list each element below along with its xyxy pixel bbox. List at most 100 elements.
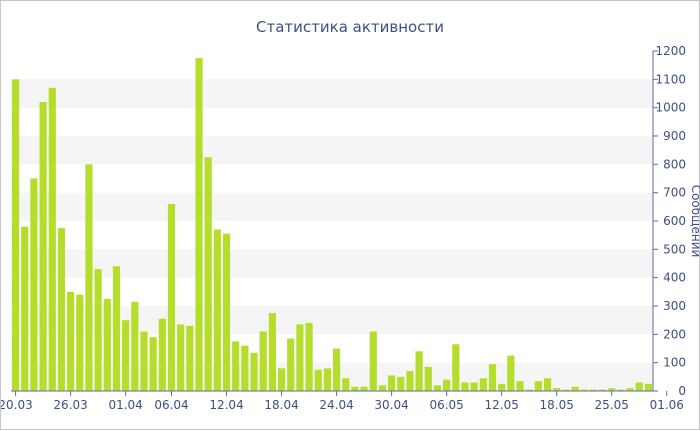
x-tick-label: 06.05 xyxy=(429,398,463,412)
bar xyxy=(103,298,111,391)
bar xyxy=(76,294,84,391)
bar xyxy=(259,331,267,391)
bar xyxy=(443,379,451,391)
bar xyxy=(186,325,194,391)
y-tick-label: 100 xyxy=(663,356,686,370)
bar xyxy=(296,324,304,391)
bar xyxy=(635,382,643,391)
x-tick-label: 01.06 xyxy=(650,398,684,412)
chart-title: Статистика активности xyxy=(256,18,444,36)
bar xyxy=(94,269,102,391)
x-tick-label: 20.03 xyxy=(1,398,33,412)
bar xyxy=(608,388,616,391)
bar xyxy=(406,371,414,391)
bar xyxy=(617,389,625,391)
y-tick-label: 1000 xyxy=(655,101,686,115)
y-tick-label: 600 xyxy=(663,214,686,228)
bar xyxy=(149,337,157,391)
y-tick-label: 300 xyxy=(663,299,686,313)
x-axis-ticks: 20.03 26.03 01.04 06.04 12.04 18.04 24.04 30.04… xyxy=(1,391,684,412)
x-tick-label: 18.04 xyxy=(264,398,298,412)
bar xyxy=(21,226,29,391)
bar xyxy=(131,301,139,391)
x-tick-label: 24.04 xyxy=(319,398,353,412)
bar xyxy=(204,157,212,391)
bar xyxy=(580,389,588,391)
x-tick-label: 12.04 xyxy=(209,398,243,412)
x-tick-label: 26.03 xyxy=(53,398,87,412)
bar xyxy=(277,368,286,391)
bar xyxy=(48,87,56,391)
bar xyxy=(112,266,121,391)
bar xyxy=(461,382,469,391)
x-tick-label: 18.05 xyxy=(540,398,574,412)
y-axis-ticks: 0 100 200 300 400 500 600 700 800 900 1000 1100 1200 xyxy=(653,44,686,398)
bar xyxy=(30,178,38,391)
bar xyxy=(397,376,405,391)
bar xyxy=(479,378,487,391)
bar xyxy=(323,368,331,391)
bar xyxy=(351,386,359,391)
bar xyxy=(287,338,295,391)
y-tick-label: 800 xyxy=(663,157,686,171)
bar xyxy=(360,386,368,391)
bar xyxy=(195,58,203,391)
y-tick-label: 700 xyxy=(663,186,686,200)
bar xyxy=(241,345,249,391)
y-tick-label: 900 xyxy=(663,129,686,143)
bar xyxy=(553,388,561,391)
bar xyxy=(342,378,350,391)
bar xyxy=(333,348,341,391)
bar xyxy=(222,233,231,391)
x-tick-label: 30.04 xyxy=(374,398,408,412)
bar xyxy=(140,331,148,391)
bar xyxy=(12,79,20,391)
y-tick-label: 500 xyxy=(663,242,686,256)
bar xyxy=(534,381,542,391)
y-tick-label: 400 xyxy=(663,271,686,285)
bar xyxy=(67,291,75,391)
y-tick-label: 1100 xyxy=(655,72,686,86)
bar xyxy=(498,383,506,391)
bar xyxy=(85,164,93,391)
bar xyxy=(543,378,552,391)
bar xyxy=(177,324,185,391)
grid-band xyxy=(11,249,653,278)
bar xyxy=(167,204,176,391)
x-tick-label: 06.04 xyxy=(154,398,188,412)
bar xyxy=(452,344,460,391)
bar xyxy=(470,382,478,391)
bar xyxy=(232,341,240,391)
grid-band xyxy=(11,192,653,221)
bar xyxy=(378,385,387,391)
bar xyxy=(268,313,276,391)
bar xyxy=(415,351,423,391)
bar xyxy=(39,102,47,391)
bar xyxy=(305,323,313,391)
y-axis-title: Сообщений xyxy=(689,185,700,258)
bar xyxy=(424,366,432,391)
bar xyxy=(516,381,524,391)
y-tick-label: 200 xyxy=(663,327,686,341)
x-tick-label: 01.04 xyxy=(108,398,142,412)
y-tick-label: 0 xyxy=(678,384,686,398)
bar xyxy=(57,228,66,391)
bar xyxy=(589,389,597,391)
x-tick-label: 12.05 xyxy=(484,398,518,412)
bar xyxy=(122,320,130,391)
grid-band xyxy=(11,136,653,165)
bar xyxy=(571,386,579,391)
bar xyxy=(213,229,221,391)
y-tick-label: 1200 xyxy=(655,44,686,58)
bar xyxy=(388,375,396,391)
grid-bands xyxy=(11,79,653,391)
bar xyxy=(598,389,607,391)
bar xyxy=(158,318,166,391)
bar xyxy=(433,385,442,391)
bar xyxy=(488,364,497,391)
bar xyxy=(507,355,515,391)
bar xyxy=(644,383,652,391)
bar xyxy=(250,352,258,391)
